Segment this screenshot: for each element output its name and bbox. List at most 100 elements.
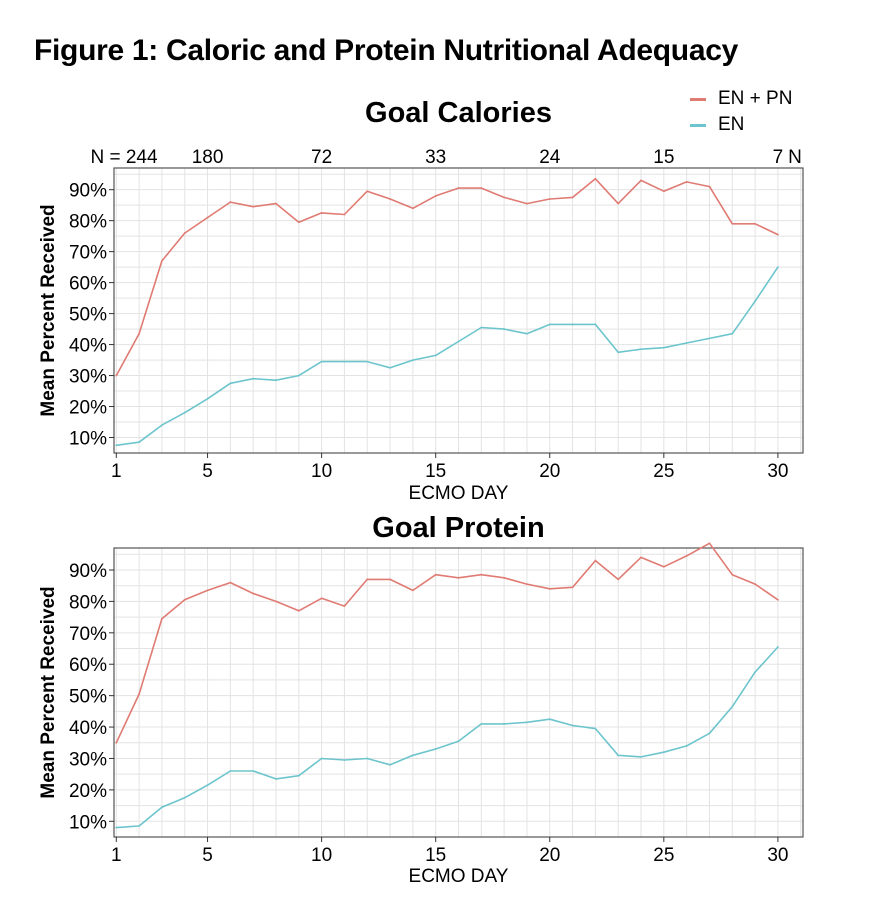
data-point-en xyxy=(161,806,163,809)
data-point-en-pn xyxy=(229,581,232,584)
data-point-en xyxy=(662,751,665,754)
data-point-en xyxy=(206,784,209,787)
data-point-en xyxy=(457,340,460,343)
data-point-en xyxy=(115,826,118,829)
data-point-en-pn xyxy=(526,202,528,205)
data-point-en-pn xyxy=(708,185,711,188)
data-point-en xyxy=(411,754,414,757)
data-point-en-pn xyxy=(343,605,346,608)
data-point-en xyxy=(503,723,506,725)
data-point-en-pn xyxy=(161,260,163,262)
data-point-en-pn xyxy=(411,207,414,210)
data-point-en xyxy=(731,332,734,335)
data-point-en-pn xyxy=(161,617,163,620)
data-point-en xyxy=(731,705,734,708)
data-point-en-pn xyxy=(389,578,391,581)
data-point-en-pn xyxy=(617,202,620,205)
x-tick-label: 10 xyxy=(311,461,332,482)
legend-item-en-pn: EN + PN xyxy=(690,86,806,112)
legend-label-en-pn: EN + PN xyxy=(718,88,793,109)
data-point-en xyxy=(320,360,323,363)
y-tick-label: 80% xyxy=(69,592,107,613)
data-point-en-pn xyxy=(503,196,506,199)
data-point-en-pn xyxy=(183,232,186,234)
y-tick-label: 70% xyxy=(69,243,107,264)
data-point-en-pn xyxy=(708,542,711,545)
data-point-en xyxy=(252,377,255,380)
data-point-en xyxy=(115,444,118,447)
data-point-en-pn xyxy=(320,212,323,214)
x-tick-label: 20 xyxy=(539,461,560,482)
series-line-en xyxy=(116,266,779,447)
y-tick-label: 90% xyxy=(69,561,107,582)
data-point-en-pn xyxy=(252,592,255,595)
data-point-en xyxy=(617,754,620,757)
data-point-en xyxy=(275,379,277,382)
data-point-en-pn xyxy=(320,597,323,600)
data-point-en-pn xyxy=(115,741,118,744)
data-point-en xyxy=(366,360,369,363)
data-point-en xyxy=(229,382,232,385)
data-point-en xyxy=(343,360,346,363)
x-axis-label: ECMO DAY xyxy=(409,866,509,887)
data-point-en xyxy=(526,721,528,724)
data-point-en-pn xyxy=(571,586,574,589)
data-point-en-pn xyxy=(411,589,414,592)
data-point-en xyxy=(754,300,756,303)
series-line-en-pn xyxy=(115,178,779,376)
data-point-en-pn xyxy=(434,194,437,197)
data-point-en xyxy=(183,411,186,414)
data-point-en xyxy=(297,374,300,377)
data-point-en-pn xyxy=(662,565,665,568)
data-point-en-pn xyxy=(594,177,597,180)
data-point-en-pn xyxy=(548,198,551,200)
x-tick-label: 30 xyxy=(767,845,788,866)
x-tick-label: 30 xyxy=(767,461,788,482)
data-point-en xyxy=(297,774,300,777)
data-point-en xyxy=(434,748,437,750)
x-tick-label: 5 xyxy=(202,461,213,482)
data-point-en xyxy=(708,732,711,735)
data-point-en xyxy=(685,342,688,344)
n-count-label: 72 xyxy=(311,147,332,168)
y-tick-label: 30% xyxy=(69,367,107,388)
data-point-en-pn xyxy=(526,583,528,586)
data-point-en xyxy=(275,777,277,780)
n-count-label: 24 xyxy=(539,147,561,168)
data-point-en-pn xyxy=(297,221,300,224)
data-point-en-pn xyxy=(297,609,300,612)
y-tick-label: 60% xyxy=(69,655,107,676)
data-point-en-pn xyxy=(275,202,277,205)
data-point-en xyxy=(320,757,323,760)
data-point-en xyxy=(183,796,186,799)
y-tick-label: 10% xyxy=(69,812,107,833)
data-point-en-pn xyxy=(366,578,369,581)
chart-panel-2: 10%20%30%40%50%60%70%80%90%1 5 10 15 20 25 30G… xyxy=(38,512,804,887)
data-point-en xyxy=(457,740,460,743)
y-tick-label: 10% xyxy=(69,429,107,450)
data-point-en-pn xyxy=(252,205,255,208)
x-tick-label: 25 xyxy=(653,461,674,482)
series-line-en xyxy=(116,646,779,829)
y-tick-label: 50% xyxy=(69,687,107,708)
data-point-en-pn xyxy=(777,598,779,601)
chart-panel-1: 10%20%30%40%50%60%70%80%90%1 5 10 15 20 25 30G… xyxy=(38,97,804,504)
x-axis-label: ECMO DAY xyxy=(409,483,509,504)
data-point-en-pn xyxy=(366,190,369,193)
data-point-en-pn xyxy=(594,559,597,562)
y-tick-label: 20% xyxy=(69,398,107,419)
grid-lines xyxy=(114,548,803,838)
data-point-en-pn xyxy=(138,332,140,335)
y-tick-label: 90% xyxy=(69,181,107,202)
x-tick-label: 1 xyxy=(111,845,122,866)
data-point-en-pn xyxy=(731,222,734,225)
data-point-en-pn xyxy=(206,589,209,592)
legend: EN + PN EN xyxy=(690,86,806,138)
chart-title: Goal Calories xyxy=(365,97,552,129)
series-line-en-pn xyxy=(115,542,779,744)
y-tick-label: 60% xyxy=(69,274,107,295)
data-point-en-pn xyxy=(115,374,118,377)
y-tick-label: 80% xyxy=(69,212,107,233)
data-point-en-pn xyxy=(480,573,483,576)
data-point-en xyxy=(685,745,688,747)
